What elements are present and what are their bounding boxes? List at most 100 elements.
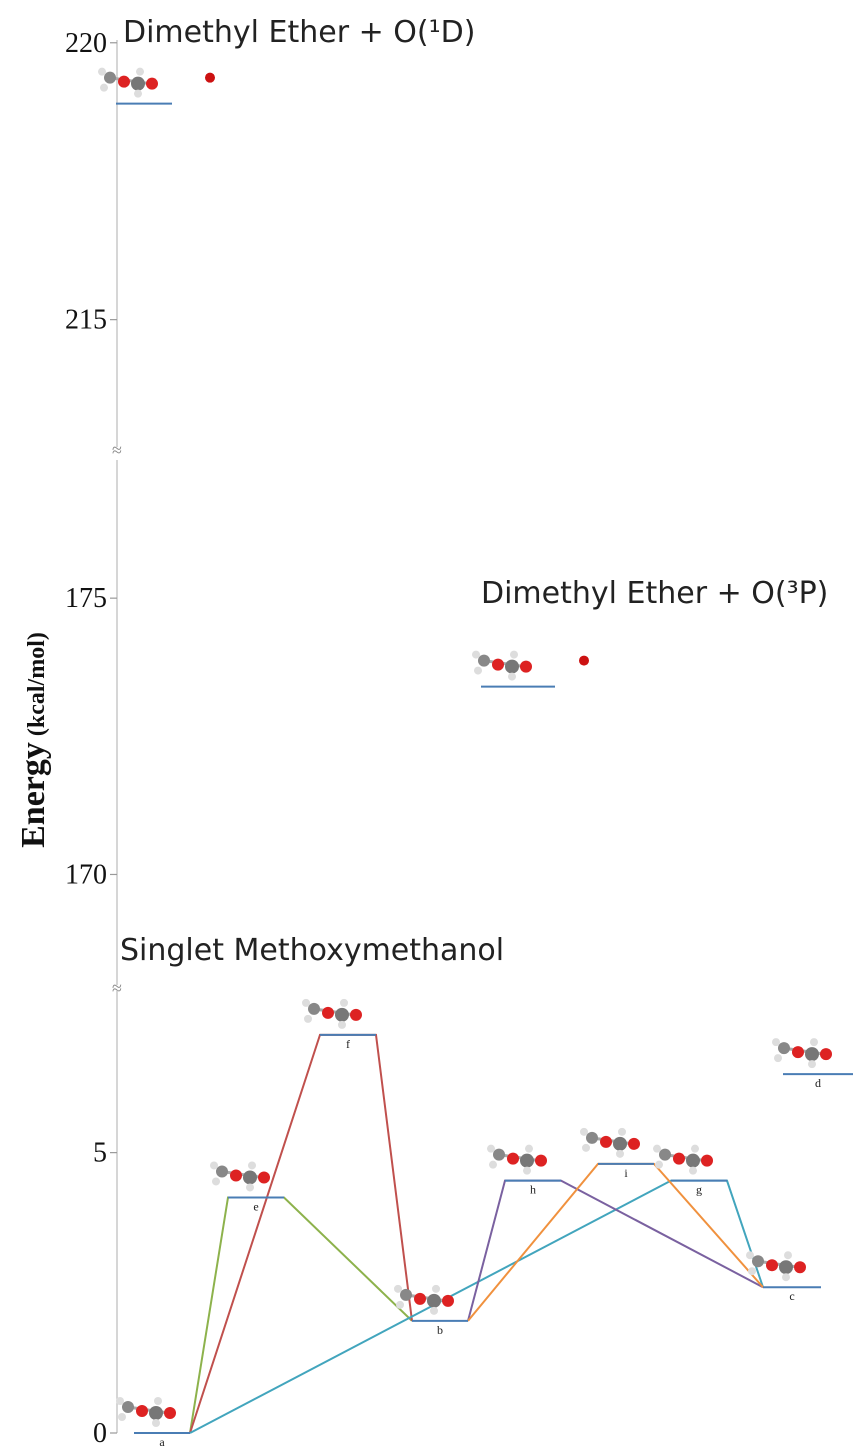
molecule-atom (691, 1145, 699, 1153)
annotation: Dimethyl Ether + O(¹D) (123, 15, 475, 50)
molecule-atom (489, 1161, 497, 1169)
molecule-atom (335, 1008, 349, 1022)
molecule-atom (230, 1169, 242, 1181)
pathway-line (190, 1181, 763, 1433)
molecule-atom (122, 1401, 134, 1413)
molecule-atom (772, 1038, 780, 1046)
molecule-atom (430, 1307, 438, 1315)
y-axis-label: Energy (kcal/mol) (15, 632, 52, 848)
molecule-atom (146, 78, 158, 90)
molecule-atom (493, 1149, 505, 1161)
molecule-atom (659, 1149, 671, 1161)
molecule-atom (210, 1161, 218, 1169)
molecule-atom (258, 1171, 270, 1183)
molecule-atom (580, 1128, 588, 1136)
y-tick-label: 5 (93, 1138, 107, 1169)
oxygen-atom (579, 656, 589, 666)
molecule-atom (322, 1007, 334, 1019)
molecule-atom (338, 1021, 346, 1029)
molecule-atom (523, 1167, 531, 1175)
molecule-atom (505, 660, 519, 674)
molecule-atom (794, 1261, 806, 1273)
molecule-atom (487, 1145, 495, 1153)
pathway-line (190, 1197, 412, 1433)
molecule-atom (149, 1406, 163, 1420)
molecule-atom (820, 1048, 832, 1060)
molecule-atom (673, 1153, 685, 1165)
molecule-atom (478, 655, 490, 667)
molecule-atom (507, 1153, 519, 1165)
molecule-atom (748, 1267, 756, 1275)
molecule-atom (432, 1285, 440, 1293)
y-label-unit: (kcal/mol) (24, 632, 50, 736)
molecule-atom (350, 1009, 362, 1021)
molecule-atom (118, 76, 130, 88)
level-label: i (624, 1166, 628, 1180)
y-tick-label: 170 (65, 859, 107, 890)
molecule-atom (164, 1407, 176, 1419)
molecule-atom (535, 1155, 547, 1167)
molecule-atom (302, 999, 310, 1007)
molecule-atom (805, 1047, 819, 1061)
molecule-atom (216, 1165, 228, 1177)
molecule-atom (766, 1259, 778, 1271)
molecule-atom (308, 1003, 320, 1015)
level-label: b (437, 1323, 443, 1337)
annotation: Singlet Methoxymethanol (120, 933, 504, 968)
pathway-line (468, 1164, 763, 1321)
molecule-atom (396, 1301, 404, 1309)
molecule-atom (427, 1294, 441, 1308)
molecule-atom (782, 1273, 790, 1281)
molecule-atom (394, 1285, 402, 1293)
molecule-atom (98, 68, 106, 76)
molecule-atom (474, 667, 482, 675)
chart: Dimethyl Ether + O(¹D) Dimethyl Ether + … (0, 0, 853, 1448)
level-label: d (815, 1076, 821, 1090)
molecule-atom (525, 1145, 533, 1153)
pathway-line (468, 1181, 763, 1321)
molecule-atom (248, 1161, 256, 1169)
molecule-atom (774, 1054, 782, 1062)
molecule-atom (746, 1251, 754, 1259)
molecule-atom (616, 1150, 624, 1158)
molecule-atom (520, 1154, 534, 1168)
molecule-atom (136, 68, 144, 76)
level-label: g (696, 1183, 702, 1197)
molecule-atom (653, 1145, 661, 1153)
pathway-line (190, 1035, 412, 1433)
molecule-atom (136, 1405, 148, 1417)
molecule-atom (400, 1289, 412, 1301)
molecule-atom (655, 1161, 663, 1169)
molecule-atom (134, 90, 142, 98)
level-label: a (159, 1435, 165, 1448)
molecule-atom (246, 1183, 254, 1191)
molecule-atom (442, 1295, 454, 1307)
molecule-atom (792, 1046, 804, 1058)
molecule-atom (212, 1177, 220, 1185)
molecule-atom (340, 999, 348, 1007)
y-label-text: Energy (15, 742, 52, 848)
molecule-atom (628, 1138, 640, 1150)
molecule-atom (689, 1167, 697, 1175)
molecule-atom (618, 1128, 626, 1136)
molecule-atom (784, 1251, 792, 1259)
molecule-atom (582, 1144, 590, 1152)
molecule-atom (131, 77, 145, 91)
molecule-atom (808, 1060, 816, 1068)
y-tick-label: 220 (65, 28, 107, 59)
oxygen-atom (205, 73, 215, 83)
molecule-atom (154, 1397, 162, 1405)
molecule-atom (520, 661, 532, 673)
molecule-atom (116, 1397, 124, 1405)
y-tick-label: 0 (93, 1418, 107, 1448)
annotation: Dimethyl Ether + O(³P) (481, 576, 828, 611)
level-label: f (346, 1037, 350, 1051)
molecule-atom (510, 651, 518, 659)
level-label: h (530, 1183, 536, 1197)
molecule-atom (492, 659, 504, 671)
y-tick-label: 175 (65, 583, 107, 614)
page: {"chart_data": { "type": "energy-diagram… (0, 0, 853, 1448)
molecule-atom (686, 1154, 700, 1168)
molecule-atom (701, 1155, 713, 1167)
molecule-atom (243, 1170, 257, 1184)
